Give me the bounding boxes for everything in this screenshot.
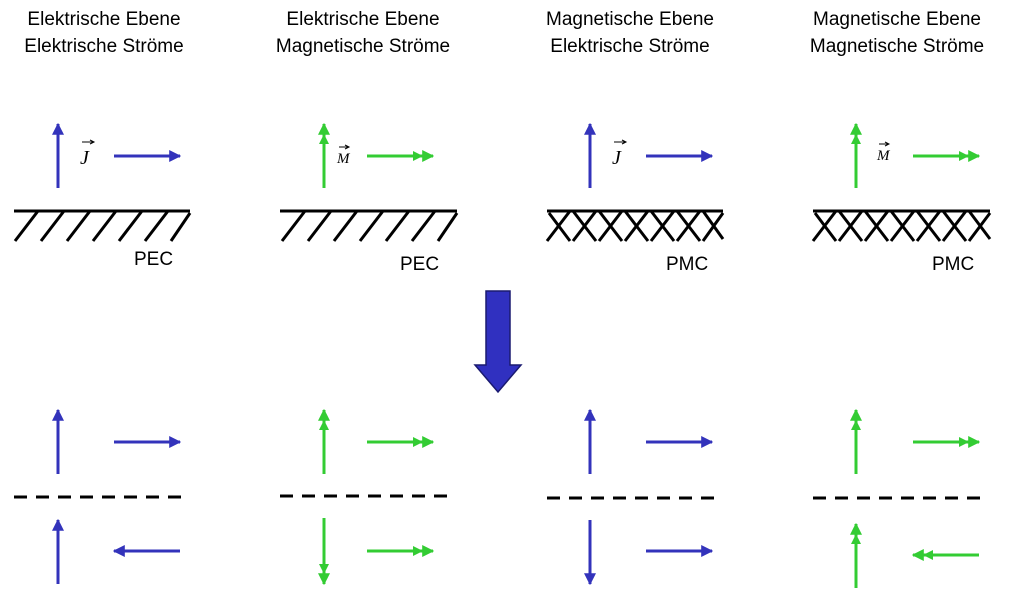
surface-label: PMC [666,254,708,275]
surface-label: PEC [134,249,173,270]
pec-ground [13,209,192,242]
panel-title-line2: Elektrische Ströme [24,36,184,57]
current-symbol: J [80,147,90,169]
current-symbol: M [336,151,351,167]
panel-1-bottom [14,408,184,584]
panel-title-line2: Magnetische Ströme [275,36,451,57]
panel-title-line1: Magnetische Ebene [813,9,981,30]
current-symbol: J [612,147,622,169]
double-arrowhead [851,534,861,544]
surface-label: PEC [400,254,439,275]
double-arrowhead [851,134,861,144]
current-symbol: M [876,148,891,164]
panel-title-line1: Elektrische Ebene [27,9,181,30]
vector-bar-head [89,139,96,145]
panel-title-3: Magnetische Ebene Elektrische Ströme [515,6,745,60]
double-arrowhead [413,546,423,556]
vector-bar-head [344,144,351,150]
panel-2-bottom [280,408,448,586]
panel-title-line2: Magnetische Ströme [809,36,985,57]
double-arrowhead [413,151,423,161]
vector-bar-head [884,141,891,147]
panel-3-bottom [547,408,714,586]
panel-4-top: M PMC [811,122,992,275]
pmc-ground [545,209,725,242]
double-arrowhead [959,151,969,161]
panel-2-top: M PEC [280,122,459,275]
transition-down-arrow [473,290,523,394]
double-arrowhead [413,437,423,447]
panel-title-line1: Elektrische Ebene [286,9,440,30]
panel-4-bottom [813,408,981,588]
double-arrowhead [851,420,861,430]
double-arrowhead [319,134,329,144]
double-arrowhead [319,420,329,430]
double-arrowhead [959,437,969,447]
panel-title-1: Elektrische Ebene Elektrische Ströme [0,6,219,60]
panel-3-top: J PMC [545,122,725,275]
double-arrowhead [319,564,329,574]
panel-title-line2: Elektrische Ströme [550,36,710,57]
panel-1-top: J PEC [13,122,192,270]
pec-ground [280,209,459,242]
vector-bar-head [621,139,628,145]
surface-label: PMC [932,254,974,275]
double-arrowhead [923,550,933,560]
panel-title-4: Magnetische Ebene Magnetische Ströme [782,6,1011,60]
panel-title-line1: Magnetische Ebene [546,9,714,30]
pmc-ground [811,209,992,242]
panel-title-2: Elektrische Ebene Magnetische Ströme [248,6,478,60]
